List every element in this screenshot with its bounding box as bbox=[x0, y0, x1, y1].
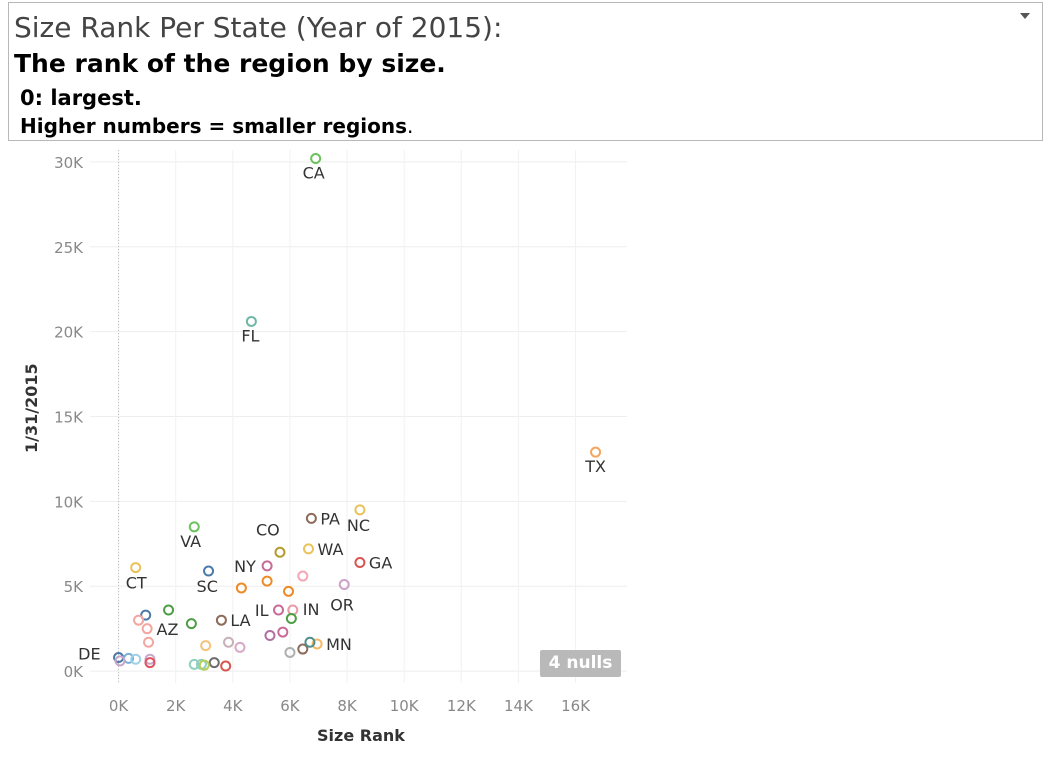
x-axis-title: Size Rank bbox=[317, 726, 405, 745]
point-label-or: OR bbox=[330, 596, 354, 615]
point-label-ca: CA bbox=[303, 163, 325, 182]
data-point bbox=[130, 653, 142, 665]
data-point bbox=[185, 618, 197, 630]
data-point bbox=[208, 657, 220, 669]
data-point bbox=[200, 640, 212, 652]
y-tick-label: 10K bbox=[54, 493, 84, 511]
x-tick-label: 0K bbox=[109, 697, 130, 715]
data-point bbox=[297, 570, 309, 582]
caption-smaller-period: . bbox=[407, 114, 414, 138]
data-point bbox=[264, 629, 276, 641]
data-point bbox=[140, 609, 152, 621]
data-point bbox=[284, 646, 296, 658]
data-point bbox=[223, 636, 235, 648]
data-point bbox=[304, 636, 316, 648]
title-box: Size Rank Per State (Year of 2015): The … bbox=[8, 2, 1043, 141]
point-label-ct: CT bbox=[126, 574, 147, 593]
point-nc bbox=[354, 504, 366, 516]
data-point bbox=[234, 641, 246, 653]
point-label-ny: NY bbox=[234, 557, 256, 576]
point-tx bbox=[590, 446, 602, 458]
y-tick-label: 20K bbox=[54, 324, 84, 342]
point-va bbox=[188, 521, 200, 533]
point-label-il: IL bbox=[255, 601, 269, 620]
point-or bbox=[338, 579, 350, 591]
point-label-in: IN bbox=[303, 600, 320, 619]
point-label-pa: PA bbox=[320, 509, 340, 528]
x-tick-label: 6K bbox=[280, 697, 301, 715]
x-tick-label: 2K bbox=[166, 697, 187, 715]
point-ct bbox=[130, 562, 142, 574]
data-point bbox=[198, 659, 210, 671]
y-tick-label: 15K bbox=[54, 409, 84, 427]
data-point bbox=[133, 614, 145, 626]
data-point bbox=[285, 612, 297, 624]
point-ga bbox=[354, 556, 366, 568]
point-mn bbox=[311, 638, 323, 650]
dropdown-caret-icon[interactable] bbox=[1020, 13, 1030, 19]
y-tick-label: 0K bbox=[64, 663, 85, 681]
point-label-fl: FL bbox=[241, 326, 259, 345]
point-pa bbox=[305, 512, 317, 524]
x-tick-label: 8K bbox=[337, 697, 358, 715]
point-co bbox=[274, 546, 286, 558]
data-point bbox=[114, 655, 126, 667]
point-label-az: AZ bbox=[157, 620, 179, 639]
point-label-nc: NC bbox=[347, 516, 370, 535]
x-tick-label: 10K bbox=[390, 697, 420, 715]
point-label-va: VA bbox=[180, 532, 201, 551]
nulls-indicator-badge[interactable]: 4 nulls bbox=[540, 650, 621, 677]
point-label-wa: WA bbox=[318, 540, 344, 559]
point-label-la: LA bbox=[230, 611, 250, 630]
data-point bbox=[188, 658, 200, 670]
point-label-sc: SC bbox=[197, 577, 218, 596]
y-tick-label: 5K bbox=[64, 578, 85, 596]
point-label-ga: GA bbox=[369, 553, 392, 572]
point-label-co: CO bbox=[256, 520, 280, 539]
data-point bbox=[283, 585, 295, 597]
point-ny bbox=[261, 560, 273, 572]
caption-largest: 0: largest. bbox=[20, 86, 142, 110]
data-point bbox=[277, 626, 289, 638]
x-tick-label: 14K bbox=[504, 697, 534, 715]
data-point bbox=[261, 575, 273, 587]
point-sc bbox=[203, 565, 215, 577]
point-label-de: DE bbox=[78, 645, 100, 664]
chart-subtitle: The rank of the region by size. bbox=[14, 49, 446, 78]
data-point bbox=[144, 657, 156, 669]
data-point bbox=[144, 653, 156, 665]
data-point bbox=[235, 582, 247, 594]
data-point bbox=[220, 660, 232, 672]
point-il bbox=[273, 604, 285, 616]
y-tick-label: 25K bbox=[54, 239, 84, 257]
point-la bbox=[215, 614, 227, 626]
x-tick-label: 16K bbox=[561, 697, 591, 715]
y-tick-label: 30K bbox=[54, 154, 84, 172]
data-point bbox=[141, 623, 153, 635]
point-label-mn: MN bbox=[326, 635, 352, 654]
point-az bbox=[163, 604, 175, 616]
caption-smaller-text: Higher numbers = smaller regions bbox=[20, 114, 408, 138]
point-wa bbox=[303, 543, 315, 555]
chart-title: Size Rank Per State (Year of 2015): bbox=[14, 11, 503, 44]
point-label-tx: TX bbox=[584, 457, 606, 476]
y-axis-title: 1/31/2015 bbox=[22, 363, 41, 453]
x-tick-label: 4K bbox=[223, 697, 244, 715]
x-tick-label: 12K bbox=[447, 697, 477, 715]
caption-smaller: Higher numbers = smaller regions. bbox=[20, 114, 413, 138]
point-ca bbox=[310, 152, 322, 164]
point-fl bbox=[245, 315, 257, 327]
data-point bbox=[297, 643, 309, 655]
data-point bbox=[143, 636, 155, 648]
